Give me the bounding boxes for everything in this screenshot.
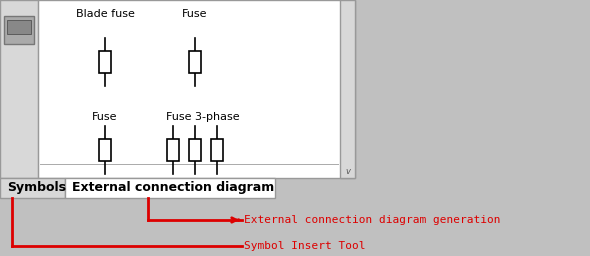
Bar [99,139,111,161]
Text: Fuse: Fuse [92,112,118,122]
Bar [340,0,355,178]
Text: Fuse 3-phase: Fuse 3-phase [166,112,240,122]
Text: Fuse: Fuse [182,9,208,19]
Bar [7,20,31,34]
Text: Symbol Insert Tool: Symbol Insert Tool [244,241,365,251]
Text: External connection diagram generation: External connection diagram generation [244,215,500,225]
Bar [0,178,65,198]
Bar [0,0,355,178]
Text: v: v [345,166,350,176]
Text: Blade fuse: Blade fuse [76,9,135,19]
Bar [99,51,111,73]
Bar [189,139,201,161]
Bar [65,178,275,198]
Bar [189,51,201,73]
Bar [4,16,34,44]
Bar [0,0,38,178]
Text: External connection diagram: External connection diagram [72,182,274,195]
Text: Symbols: Symbols [7,182,66,195]
Bar [211,139,223,161]
Bar [167,139,179,161]
